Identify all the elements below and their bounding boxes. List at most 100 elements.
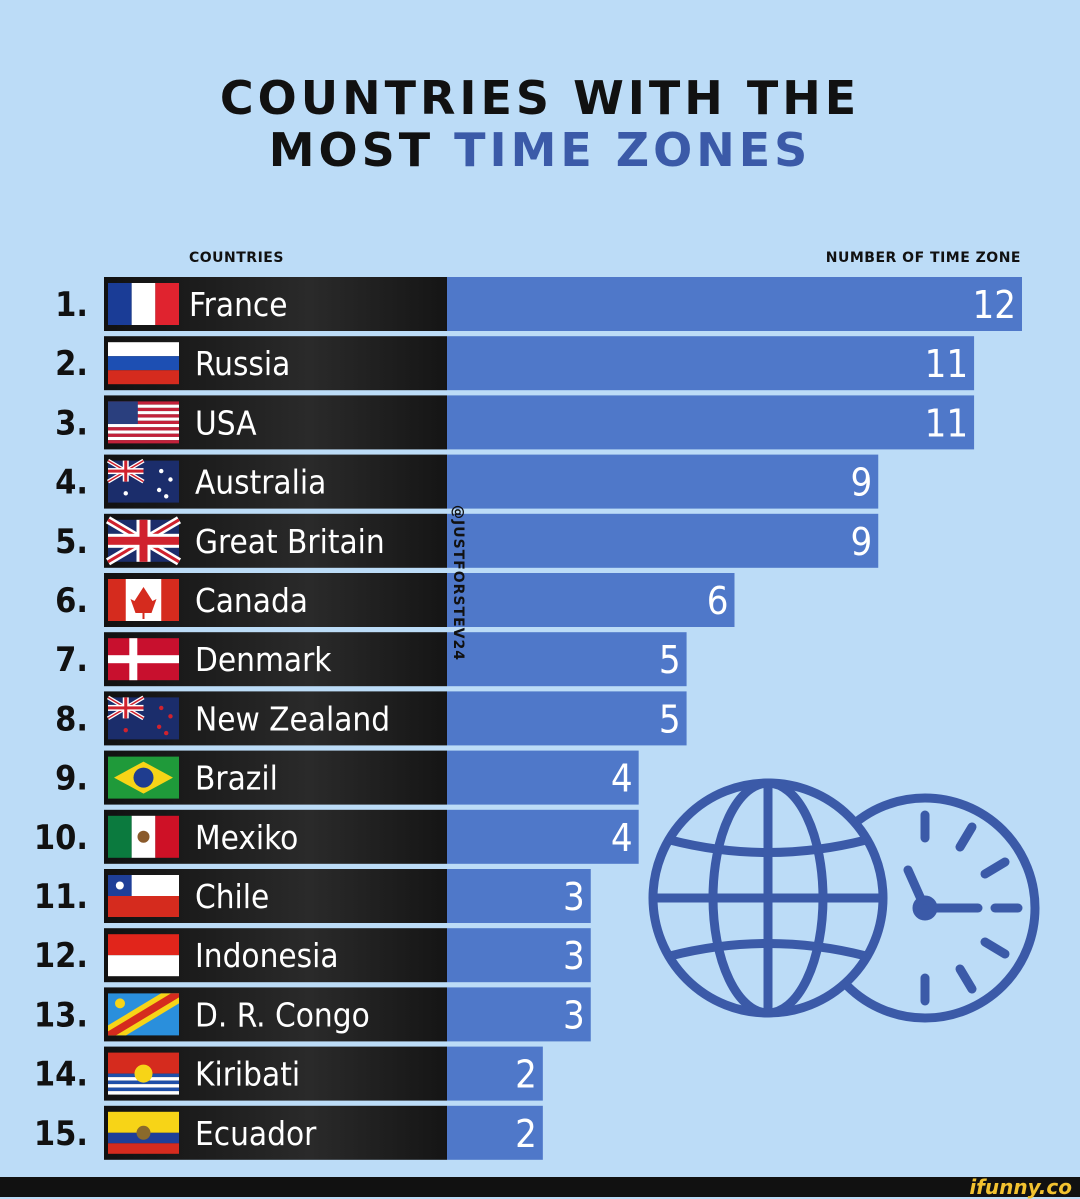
rank-label: 10. [34,818,88,858]
flag-icon [108,815,179,858]
bar [447,928,591,983]
value-label: 3 [563,993,585,1037]
flag-icon [106,458,179,503]
value-label: 11 [925,401,969,445]
country-label: Chile [195,877,269,916]
value-label: 5 [659,638,681,682]
bar-row: 3. USA 11 [55,395,975,450]
value-label: 3 [563,934,585,978]
bar [447,336,975,391]
country-label: Denmark [195,640,332,679]
value-label: 2 [515,1053,537,1097]
bar [447,1046,543,1101]
country-label: Indonesia [195,936,339,975]
bar [447,1105,543,1160]
bar-row: 7. Denmark 5 [55,632,687,687]
flag-icon [108,579,179,621]
country-label: Canada [195,581,308,620]
bar-row: 10. Mexiko 4 [34,809,639,864]
flag-icon [106,695,179,740]
value-label: 3 [563,875,585,919]
flag-icon [108,1052,179,1095]
watermark: @JUSTFORSTEV24 [450,505,466,661]
country-label: Mexiko [195,818,298,857]
value-label: 2 [515,1112,537,1156]
rank-label: 15. [34,1114,88,1154]
bar-row: 1. France 12 [55,277,1022,331]
country-label: Australia [195,463,326,502]
rank-label: 2. [55,344,88,384]
bar-row: 6. Canada 6 [55,573,735,627]
flag-icon [108,638,179,681]
bar [447,750,639,805]
rank-label: 6. [55,581,88,621]
title-line-2-accent: TIME ZONES [454,123,812,177]
flag-icon [108,283,179,325]
flag-icon [108,993,179,1036]
bar [447,573,735,627]
rank-label: 11. [34,877,88,917]
bar-row: 11. Chile 3 [34,869,591,923]
flag-icon [108,875,179,917]
bar [447,691,687,746]
rank-label: 5. [55,522,88,562]
title-line-1: COUNTRIES WITH THE [219,71,861,125]
value-label: 11 [925,342,969,386]
country-label: Ecuador [195,1114,317,1153]
flag-icon [108,934,179,977]
bar-row: 8. New Zealand 5 [55,691,687,746]
bar-row: 13. D. R. Congo 3 [34,987,591,1042]
chart-title: COUNTRIES WITH THE MOST TIME ZONES [0,72,1080,176]
rank-label: 4. [55,463,88,503]
flag-icon [108,1111,179,1154]
rank-label: 3. [55,403,88,443]
country-label: Great Britain [195,522,385,561]
value-label: 4 [611,757,633,801]
country-label: Brazil [195,759,278,798]
value-label: 12 [973,283,1017,327]
value-label: 9 [851,461,873,505]
bar [447,869,591,923]
rank-label: 8. [55,699,88,739]
ifunny-logo: ifunny.co [969,1175,1072,1199]
rank-label: 12. [34,936,88,976]
bar [447,277,1022,331]
rank-label: 1. [55,285,88,325]
country-label: USA [195,403,257,442]
value-label: 4 [611,816,633,860]
country-label: Russia [195,344,290,383]
globe-clock-illustration [648,778,1040,1023]
country-label: Kiribati [195,1055,300,1094]
bar-row: 15. Ecuador 2 [34,1105,543,1160]
country-label: D. R. Congo [195,995,370,1034]
flag-icon [108,756,179,799]
bar [447,987,591,1042]
flag-icon [105,516,182,566]
bar-row: 5. Great Britain 9 [55,513,879,568]
value-label: 9 [851,520,873,564]
time-zone-column-header: NUMBER OF TIME ZONE [825,250,1021,266]
rank-label: 13. [34,995,88,1035]
bar-row: 14. Kiribati 2 [34,1046,543,1101]
flag-icon [108,401,179,444]
countries-column-header: COUNTRIES [189,250,284,266]
title-line-2-prefix: MOST [268,123,435,177]
title-line-2: MOST TIME ZONES [0,124,1080,176]
flag-icon [108,342,179,385]
bar-row: 4. Australia 9 [55,454,879,509]
bar [447,809,639,864]
bar [447,395,975,450]
value-label: 5 [659,697,681,741]
globe-icon [648,778,888,1018]
bar [447,513,879,568]
bar [447,632,687,687]
bar-row: 2. Russia 11 [55,336,975,391]
rank-label: 14. [34,1055,88,1095]
rank-label: 9. [55,759,88,799]
country-label: France [189,285,287,324]
rank-label: 7. [55,640,88,680]
country-label: New Zealand [195,699,390,738]
value-label: 6 [707,579,729,623]
bar [447,454,879,509]
